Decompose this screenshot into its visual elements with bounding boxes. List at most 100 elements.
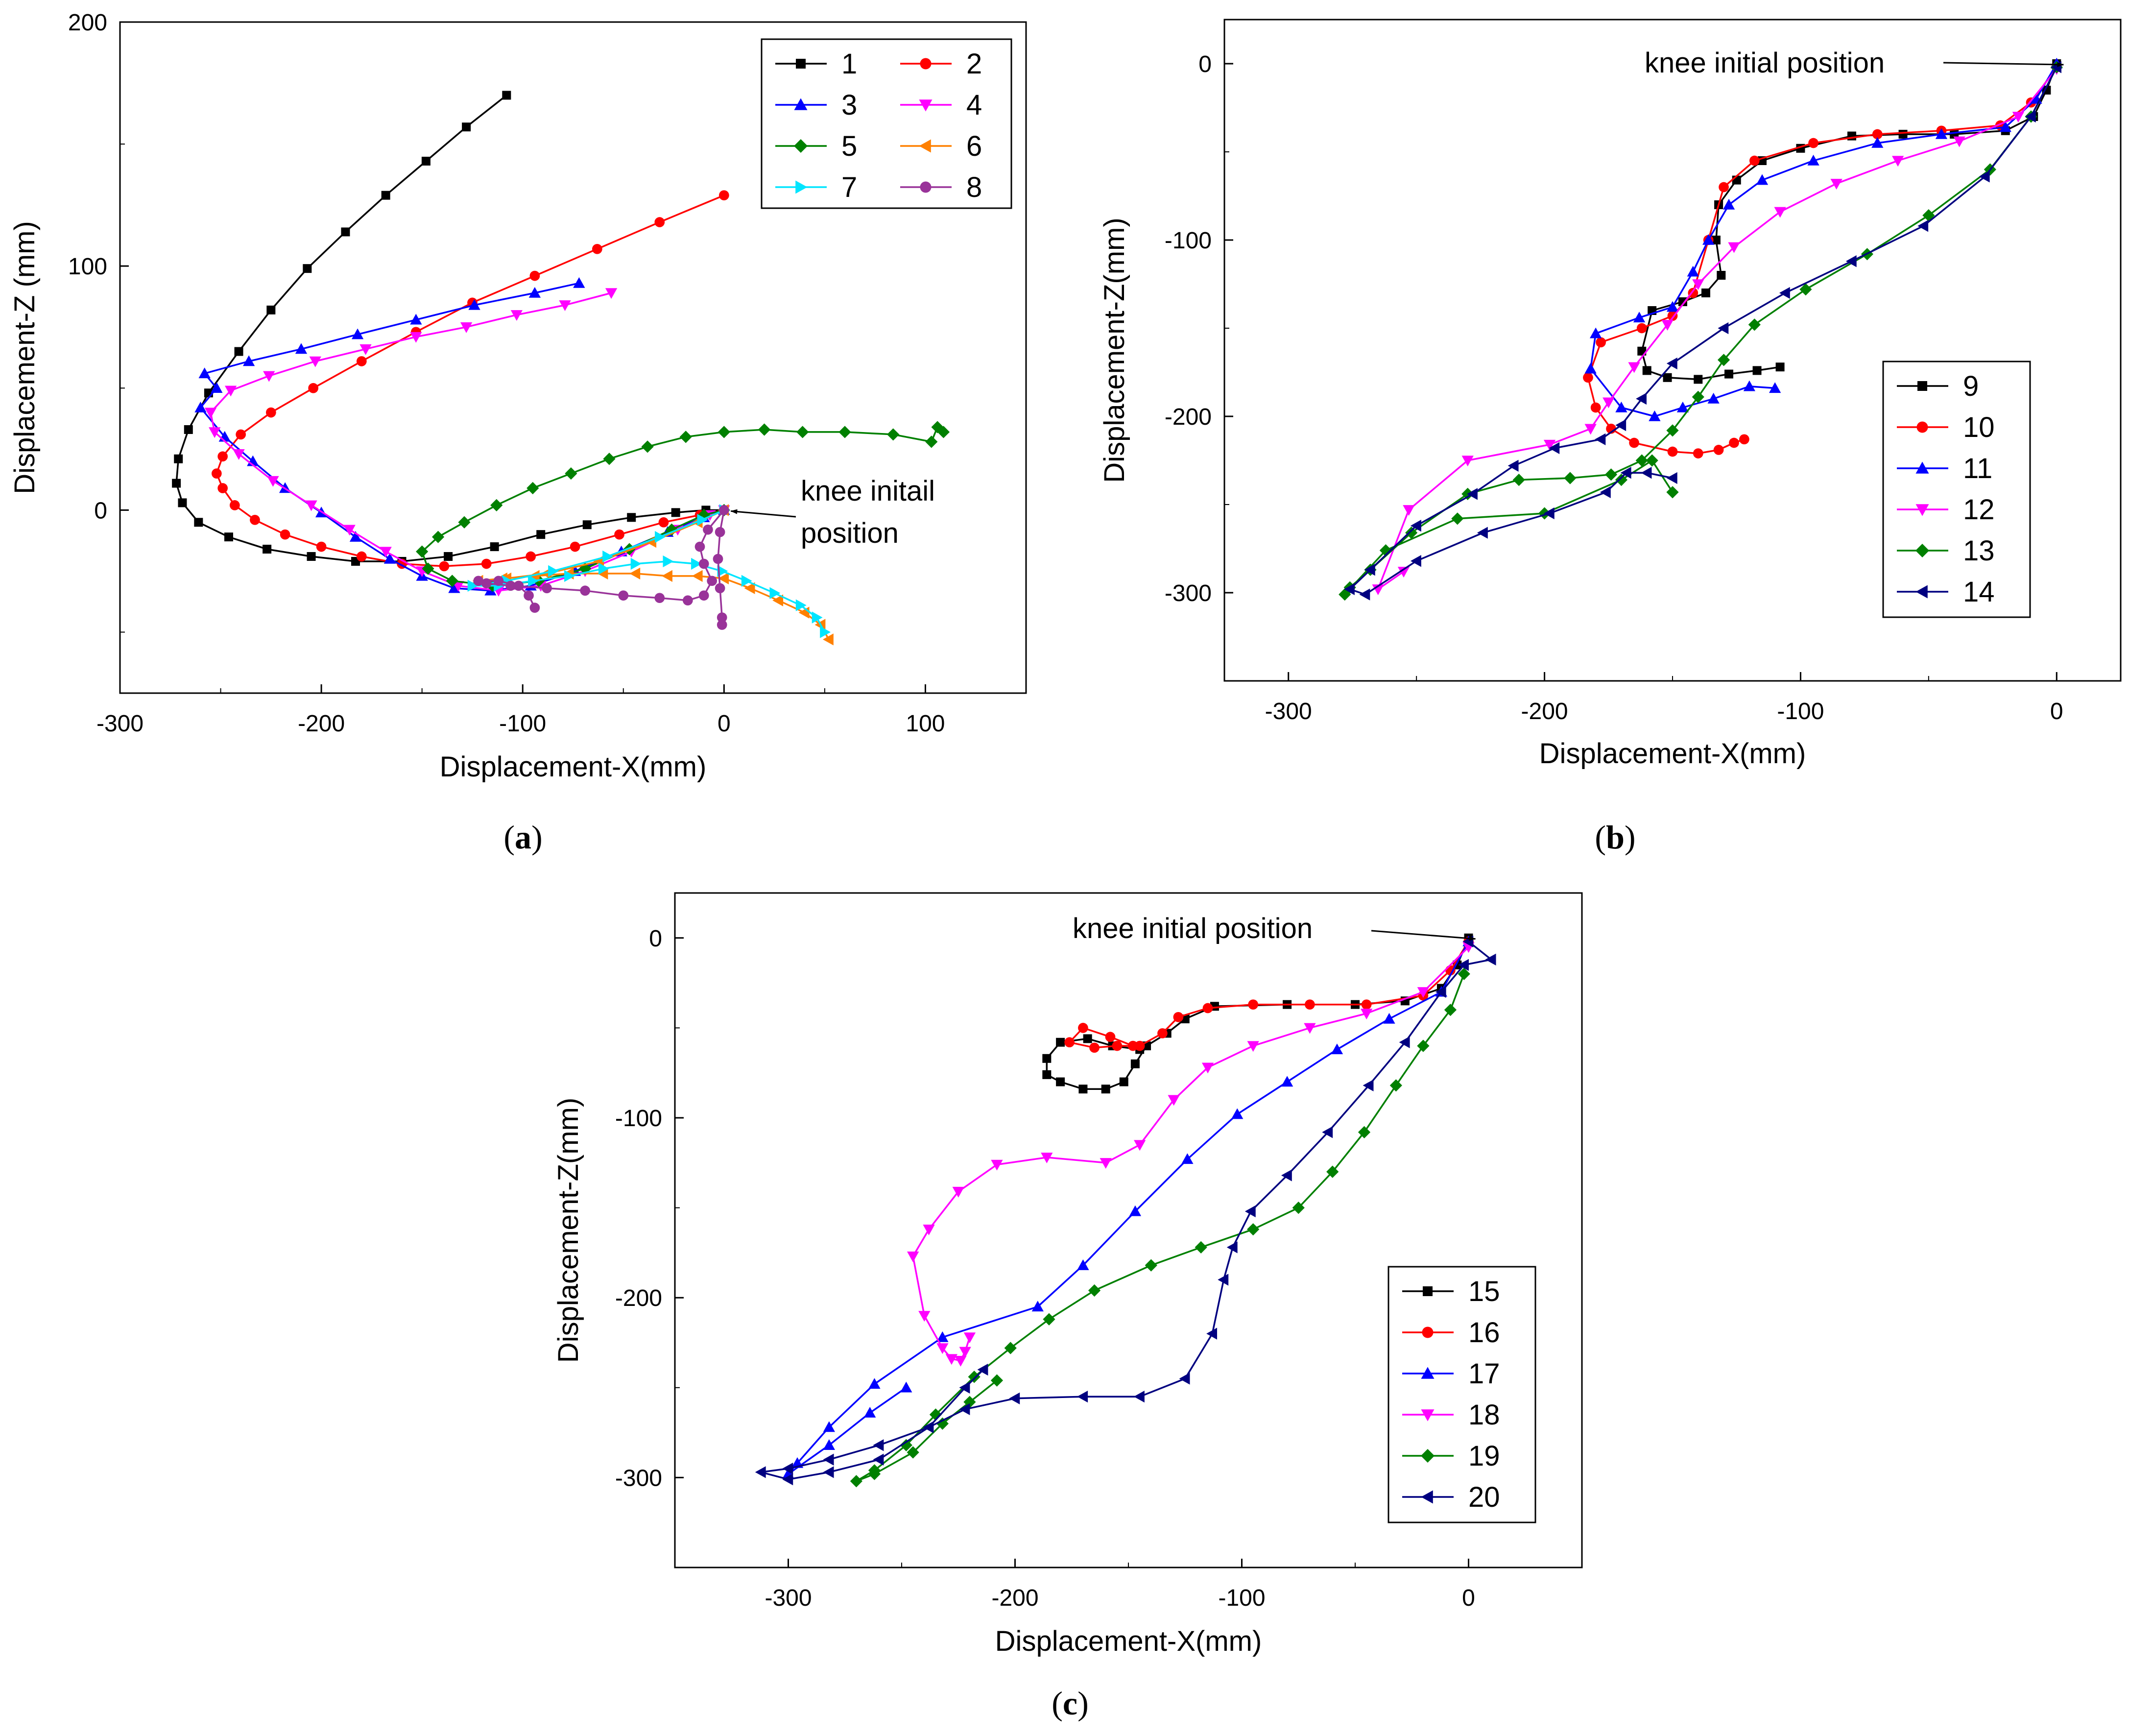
data-point bbox=[1359, 588, 1370, 601]
panel-a-chart: -300 -200 -100 0 100 0 100 200 Displacement-X(mm… bbox=[9, 10, 1027, 783]
data-point bbox=[873, 1439, 884, 1451]
data-point bbox=[236, 429, 246, 440]
data-point bbox=[1620, 467, 1631, 479]
data-point bbox=[458, 516, 471, 529]
data-point bbox=[1358, 1126, 1371, 1138]
legend-marker bbox=[1915, 544, 1929, 557]
data-point bbox=[359, 344, 372, 355]
data-point bbox=[907, 1446, 919, 1459]
series-line-11 bbox=[1589, 63, 2057, 417]
data-point bbox=[1724, 369, 1734, 379]
data-point bbox=[267, 476, 279, 487]
legend-entry-16: 16 bbox=[1402, 1317, 1500, 1349]
data-point bbox=[1458, 959, 1469, 971]
data-point bbox=[1779, 287, 1790, 299]
data-point bbox=[717, 620, 727, 630]
data-point bbox=[1405, 527, 1418, 539]
legend-label: 7 bbox=[841, 171, 857, 203]
data-point bbox=[1615, 401, 1627, 412]
legend-entry-5: 5 bbox=[775, 130, 857, 162]
data-point bbox=[178, 498, 187, 507]
data-point bbox=[1134, 1140, 1146, 1151]
y-tick-label: 100 bbox=[68, 254, 107, 280]
data-point bbox=[194, 401, 207, 412]
annotation-text: knee initial position bbox=[1073, 913, 1313, 944]
data-point bbox=[868, 1468, 881, 1480]
legend-entry-9: 9 bbox=[1897, 370, 1979, 402]
data-point bbox=[1596, 337, 1606, 348]
data-point bbox=[1584, 362, 1597, 374]
legend-entry-1: 1 bbox=[775, 48, 857, 80]
data-point bbox=[1485, 953, 1496, 966]
data-point bbox=[658, 517, 669, 528]
data-point bbox=[1083, 1034, 1092, 1043]
data-point bbox=[1173, 1012, 1184, 1022]
data-point bbox=[1507, 459, 1519, 472]
data-point bbox=[1389, 1079, 1402, 1092]
legend-entry-19: 19 bbox=[1402, 1440, 1500, 1472]
data-point bbox=[1775, 362, 1785, 372]
y-tick-label: -100 bbox=[1165, 228, 1212, 254]
data-point bbox=[1641, 467, 1652, 479]
data-point bbox=[444, 552, 453, 561]
data-point bbox=[1056, 1037, 1065, 1047]
y-axis-title: Displacement-Z(mm) bbox=[1099, 217, 1130, 482]
data-point bbox=[1363, 1079, 1374, 1092]
legend-marker bbox=[794, 98, 808, 110]
data-point bbox=[1847, 131, 1856, 141]
data-point bbox=[529, 270, 540, 281]
data-point bbox=[1845, 255, 1857, 267]
data-point bbox=[1743, 380, 1756, 391]
series-16 bbox=[1064, 936, 1474, 1053]
data-point bbox=[1435, 986, 1446, 998]
data-point bbox=[1898, 130, 1908, 139]
data-point bbox=[439, 561, 450, 572]
data-point bbox=[1397, 567, 1410, 578]
data-point bbox=[1206, 1327, 1218, 1340]
series-4 bbox=[204, 288, 730, 597]
data-point bbox=[1676, 401, 1689, 412]
data-point bbox=[1666, 357, 1677, 370]
data-point bbox=[698, 558, 709, 569]
data-point bbox=[505, 580, 516, 591]
data-point bbox=[502, 575, 513, 587]
data-point bbox=[1292, 1202, 1305, 1214]
data-point bbox=[1756, 174, 1769, 185]
data-point bbox=[1458, 967, 1470, 980]
data-point bbox=[1100, 1158, 1112, 1169]
data-point bbox=[698, 590, 709, 601]
data-point bbox=[250, 514, 260, 525]
data-point bbox=[1999, 121, 2011, 132]
legend-label: 10 bbox=[1963, 411, 1995, 443]
data-point bbox=[887, 428, 900, 441]
data-point bbox=[1281, 1169, 1292, 1181]
data-point bbox=[380, 547, 392, 558]
data-point bbox=[1583, 372, 1593, 383]
data-point bbox=[1009, 1392, 1020, 1404]
data-point bbox=[1629, 437, 1639, 448]
legend: 1 2 3 4 5 6 7 8 bbox=[761, 38, 1012, 209]
y-tick-label: 0 bbox=[1198, 51, 1212, 77]
data-point bbox=[1056, 1077, 1065, 1086]
data-point bbox=[1403, 505, 1415, 516]
legend-entry-6: 6 bbox=[900, 130, 982, 162]
data-point bbox=[1417, 987, 1430, 998]
data-point bbox=[1678, 297, 1687, 306]
series-line-10 bbox=[1587, 67, 2057, 455]
legend-box bbox=[1882, 361, 2031, 618]
data-point bbox=[1719, 182, 1729, 193]
data-point bbox=[217, 483, 228, 493]
data-point bbox=[1752, 366, 1762, 375]
data-point bbox=[1195, 1241, 1207, 1254]
series-14 bbox=[1344, 61, 2062, 601]
data-point bbox=[263, 371, 275, 382]
x-axis-title: Displacement-X(mm) bbox=[995, 1625, 1262, 1657]
data-point bbox=[900, 1381, 912, 1393]
annotation-arrow bbox=[1371, 930, 1476, 941]
x-tick-label: 100 bbox=[906, 711, 945, 737]
series-line-15 bbox=[1046, 938, 1470, 1090]
data-point bbox=[1247, 1041, 1259, 1052]
data-point bbox=[1326, 1165, 1339, 1178]
data-point bbox=[1361, 999, 1372, 1010]
